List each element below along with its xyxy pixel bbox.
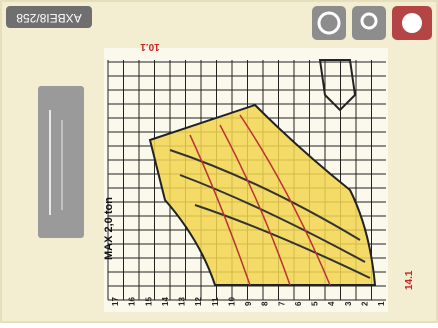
icon-zoom[interactable] — [352, 6, 386, 40]
capacity-label: MAX 2,0 ton — [103, 197, 115, 260]
axis-number: 17 — [111, 297, 120, 306]
axis-number: 6 — [294, 301, 303, 306]
axis-number: 2 — [360, 301, 369, 306]
top-mark: 10.1 — [140, 41, 160, 52]
code-text: AXBEI8/258 — [16, 11, 82, 25]
load-zone — [148, 103, 377, 286]
axis-numbers: 17 16 15 14 13 12 11 10 9 8 7 6 5 4 3 2 1 — [111, 297, 386, 306]
axis-number: 16 — [128, 297, 137, 306]
axis-number: 10 — [227, 297, 236, 306]
icon-zoom-glyph — [360, 12, 378, 30]
machine-icon — [318, 59, 357, 112]
axis-number: 4 — [327, 301, 336, 306]
icon-help[interactable] — [312, 6, 346, 40]
side-mark: 14.1 — [404, 270, 415, 290]
icon-close-glyph — [402, 13, 422, 33]
axis-number: 11 — [211, 297, 220, 306]
axis-number: 3 — [344, 301, 353, 306]
toolbar — [312, 6, 432, 40]
axis-number: 14 — [161, 297, 170, 306]
axis-number: 12 — [194, 297, 203, 306]
load-curves — [169, 149, 371, 279]
axis-number: 15 — [144, 297, 153, 306]
icon-help-glyph — [317, 11, 341, 35]
axis-number: 9 — [244, 301, 253, 306]
code-badge — [6, 6, 92, 28]
axis-number: 13 — [178, 297, 187, 306]
axis-number: 7 — [277, 301, 286, 306]
axis-number: 1 — [377, 301, 386, 306]
side-panel[interactable] — [38, 86, 84, 238]
axis-number: 5 — [311, 301, 320, 306]
angle-lines — [189, 114, 331, 286]
axis-number: 8 — [261, 301, 270, 306]
